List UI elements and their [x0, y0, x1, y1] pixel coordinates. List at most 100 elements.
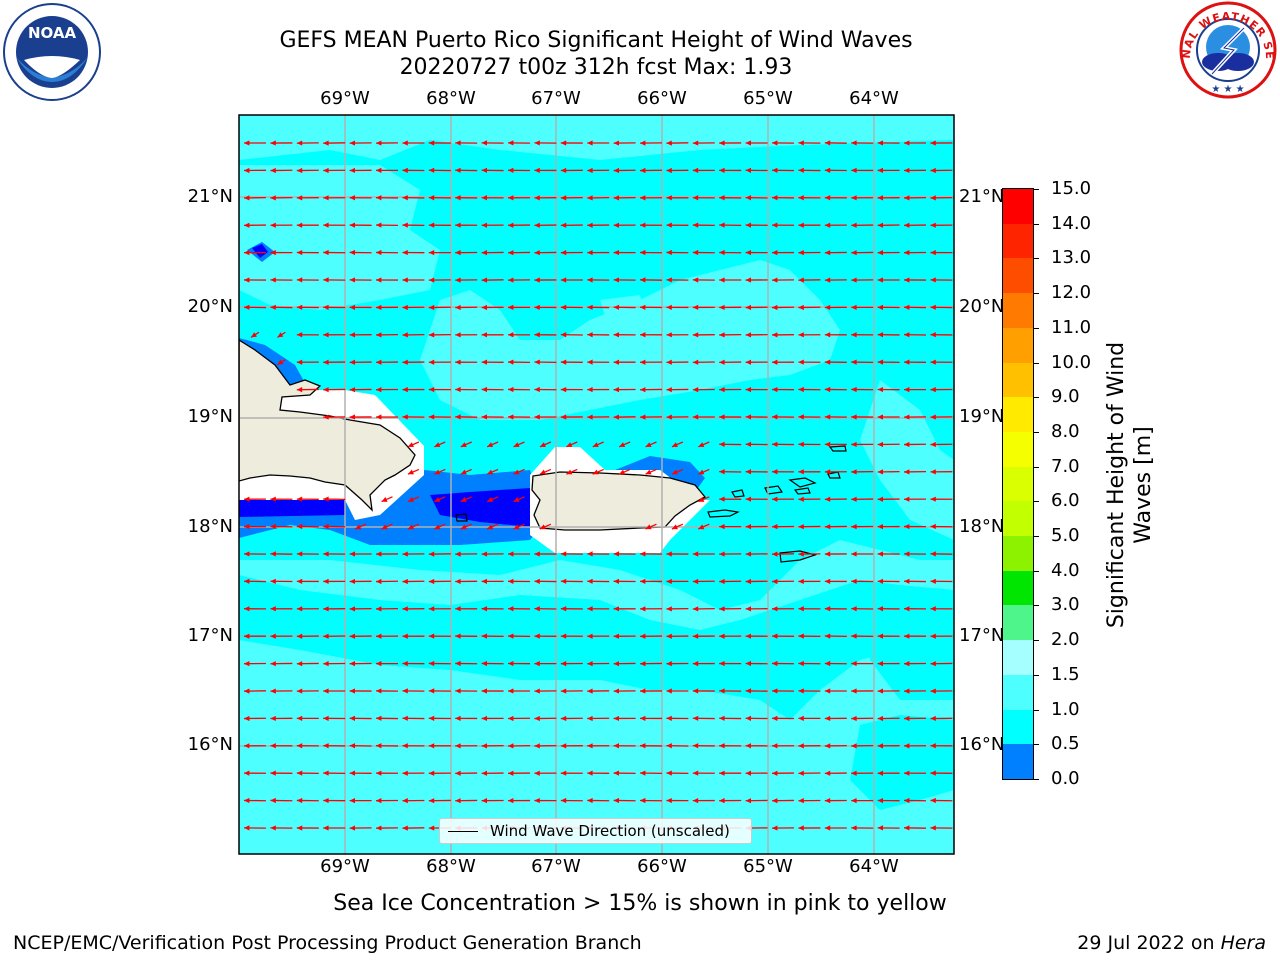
- wind-wave-arrowhead: [402, 578, 408, 585]
- wind-wave-arrowhead: [508, 743, 514, 749]
- wind-wave-arrowhead: [798, 277, 804, 283]
- wind-wave-arrowhead: [904, 359, 910, 365]
- wind-wave-arrowhead: [666, 578, 672, 585]
- colorbar-segment: [1003, 397, 1033, 433]
- wind-wave-arrowhead: [513, 497, 520, 502]
- wind-wave-arrowhead: [455, 386, 461, 393]
- wind-wave-arrowhead: [877, 524, 884, 530]
- wind-wave-arrowhead: [930, 167, 936, 174]
- wind-wave-arrowhead: [692, 578, 699, 585]
- wind-wave-arrowhead: [640, 797, 646, 804]
- wind-wave-arrowhead: [692, 551, 699, 557]
- wind-wave-arrowhead: [719, 304, 725, 311]
- wind-wave-arrowhead: [798, 496, 804, 502]
- wind-wave-arrowhead: [428, 167, 435, 173]
- wind-wave-arrowhead: [692, 661, 699, 667]
- wind-wave-arrowhead: [824, 195, 831, 201]
- colorbar-tick-label: 7.0: [1051, 455, 1080, 477]
- wind-wave-arrowhead: [560, 167, 567, 174]
- wind-wave-arrowhead: [460, 469, 467, 475]
- wind-wave-arrowhead: [323, 496, 329, 502]
- wind-wave-arrows: [243, 140, 953, 831]
- wind-wave-arrowhead: [619, 442, 626, 448]
- colorbar-segment: [1003, 327, 1033, 364]
- wind-wave-arrowhead: [904, 496, 910, 502]
- land-hispaniola: [239, 339, 416, 512]
- wind-wave-arrowhead: [824, 633, 831, 639]
- wind-wave-arrowhead: [402, 277, 408, 283]
- wind-wave-arrowhead: [349, 743, 356, 749]
- wind-wave-arrowhead: [798, 332, 804, 338]
- wind-wave-arrowhead: [851, 469, 857, 475]
- wind-wave-arrowhead: [481, 770, 488, 776]
- wind-wave-arrowhead: [745, 551, 752, 557]
- wind-wave-arrowhead: [323, 633, 329, 639]
- wind-wave-arrowhead: [270, 715, 276, 722]
- wind-wave-arrowhead: [376, 578, 382, 585]
- wind-wave-arrowhead: [376, 743, 382, 749]
- wind-wave-arrowhead: [772, 386, 778, 393]
- colorbar-tick-mark: [1033, 362, 1039, 364]
- wind-wave-arrowhead: [402, 715, 408, 721]
- wind-wave-arrowhead: [244, 250, 250, 256]
- colorbar-tick-mark: [1033, 327, 1039, 329]
- wind-wave-arrowhead: [481, 359, 488, 365]
- wind-wave-arrowhead: [666, 387, 672, 393]
- wind-wave-arrowhead: [904, 222, 910, 228]
- wind-wave-arrowhead: [877, 633, 884, 639]
- wind-wave-arrowhead: [798, 304, 804, 311]
- wind-wave-arrowhead: [692, 249, 699, 256]
- wind-wave-arrowhead: [692, 277, 699, 283]
- wind-wave-arrowhead: [270, 195, 276, 201]
- wind-wave-arrowhead: [798, 798, 804, 804]
- wind-wave-arrowhead: [560, 661, 567, 667]
- wind-wave-arrowhead: [772, 167, 778, 173]
- wind-wave-arrowhead: [851, 715, 857, 722]
- wind-wave-arrowhead: [323, 222, 329, 228]
- wind-wave-arrowhead: [745, 386, 752, 393]
- wind-wave-arrowhead: [428, 195, 435, 201]
- wind-wave-arrowhead: [666, 195, 672, 201]
- wind-wave-arrowhead: [851, 386, 857, 393]
- lon-label-top: 69°W: [320, 88, 370, 109]
- wind-wave-arrowhead: [376, 633, 382, 639]
- wind-wave-arrowhead: [798, 469, 804, 475]
- wind-wave-arrowhead: [376, 715, 382, 721]
- wind-wave-arrowhead: [904, 167, 910, 174]
- wind-wave-arrowhead: [481, 743, 488, 749]
- wind-wave-arrowhead: [270, 743, 276, 749]
- wind-wave-arrowhead: [851, 606, 857, 612]
- wind-wave-arrowhead: [772, 524, 778, 530]
- wind-wave-arrowhead: [692, 715, 699, 721]
- wind-wave-arrowhead: [296, 578, 303, 584]
- wind-wave-arrowhead: [244, 688, 250, 694]
- wind-wave-arrowhead: [349, 249, 356, 256]
- wind-wave-arrowhead: [560, 633, 567, 639]
- wind-wave-arrowhead: [719, 332, 725, 338]
- colorbar-segment: [1003, 293, 1033, 329]
- wind-wave-arrowhead: [587, 743, 593, 749]
- wind-wave-arrowhead: [508, 414, 514, 420]
- wind-wave-arrowhead: [824, 798, 831, 804]
- lat-label-right: 16°N: [959, 734, 1005, 755]
- wind-wave-arrowhead: [698, 469, 705, 475]
- colorbar-tick-mark: [1033, 709, 1039, 711]
- wind-wave-arrowhead: [244, 304, 250, 310]
- wind-wave-arrowhead: [349, 606, 356, 612]
- wind-wave-arrowhead: [407, 497, 414, 502]
- wind-wave-arrowhead: [323, 277, 329, 283]
- wind-wave-arrowhead: [455, 715, 461, 721]
- wind-wave-arrowhead: [592, 469, 599, 475]
- wind-wave-arrowhead: [640, 633, 646, 639]
- small-islands: [455, 445, 847, 563]
- wind-wave-arrowhead: [534, 359, 540, 365]
- wind-wave-arrowhead: [534, 743, 540, 749]
- wind-wave-arrowhead: [402, 770, 408, 776]
- wind-wave-arrowhead: [745, 304, 752, 311]
- wind-wave-arrowhead: [323, 661, 329, 667]
- wind-wave-arrowhead: [455, 633, 461, 639]
- wind-wave-arrowhead: [851, 222, 857, 228]
- wind-wave-arrowhead: [481, 660, 488, 667]
- wind-wave-arrowhead: [904, 770, 910, 776]
- wind-wave-arrowhead: [772, 660, 778, 667]
